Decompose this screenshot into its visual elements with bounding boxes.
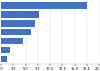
- Bar: [1, 29, 31, 35]
- Bar: [1, 56, 7, 62]
- Bar: [1, 11, 39, 18]
- Bar: [1, 47, 10, 53]
- Bar: [1, 2, 87, 9]
- Bar: [1, 20, 35, 27]
- Bar: [1, 38, 23, 44]
